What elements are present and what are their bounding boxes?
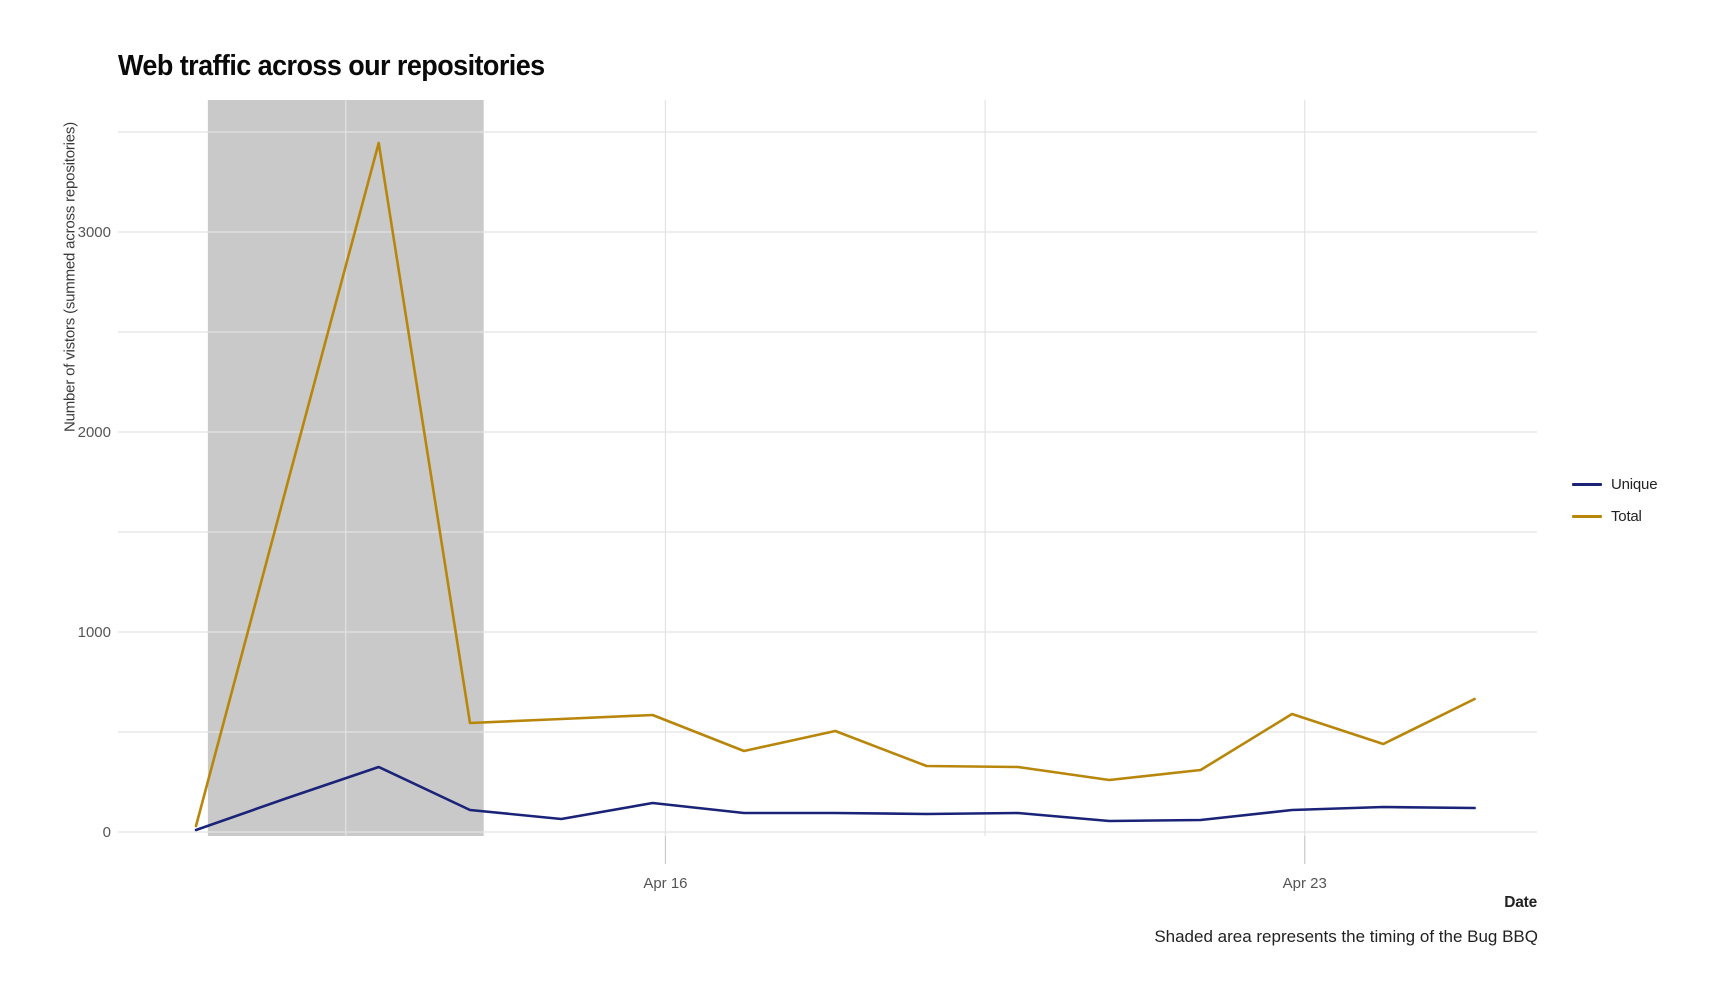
series-line-unique bbox=[194, 765, 1476, 832]
chart-caption: Shaded area represents the timing of the… bbox=[1154, 927, 1538, 946]
y-axis-title: Number of vistors (summed across reposit… bbox=[61, 121, 79, 433]
y-tick-label: 2000 bbox=[78, 424, 111, 441]
series-line-total bbox=[194, 141, 1476, 828]
legend-item-total: Total bbox=[1572, 508, 1657, 525]
legend-item-unique: Unique bbox=[1572, 476, 1658, 493]
x-tick-label: Apr 23 bbox=[1283, 875, 1327, 892]
legend: Unique Total bbox=[1572, 476, 1658, 525]
y-tick-label: 3000 bbox=[78, 224, 111, 241]
legend-label: Total bbox=[1611, 508, 1642, 525]
y-tick-label: 0 bbox=[103, 824, 111, 841]
y-tick-label: 1000 bbox=[78, 624, 111, 641]
chart-title: Web traffic across our repositories bbox=[118, 50, 545, 82]
legend-swatch-total bbox=[1572, 515, 1602, 518]
legend-label: Unique bbox=[1611, 476, 1658, 493]
x-tick-label: Apr 16 bbox=[643, 875, 687, 892]
x-axis-title: Date bbox=[1504, 894, 1537, 911]
legend-swatch-unique bbox=[1572, 483, 1602, 486]
